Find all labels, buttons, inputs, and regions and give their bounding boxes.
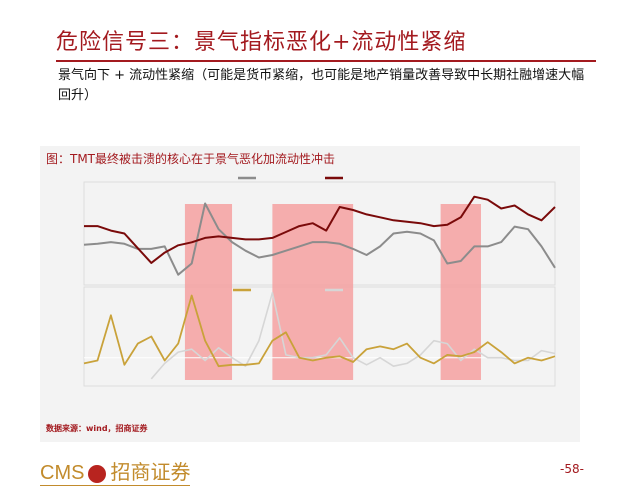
series-line-social-financing (83, 294, 556, 368)
logo-cn: 招商证券 (110, 462, 191, 484)
series-line-semiconductor (83, 202, 556, 276)
series-line-it-excess-return (84, 195, 556, 264)
shaded-period (440, 204, 481, 380)
logo-icon (88, 464, 107, 483)
page-number: -58- (560, 462, 584, 476)
title-divider (56, 60, 596, 62)
logo: CMS 招商证券 (40, 456, 191, 486)
shaded-period (184, 204, 233, 380)
logo-text: CMS (40, 462, 85, 484)
slide-subtitle: 景气向下 + 流动性紧缩（可能是货币紧缩，也可能是地产销量改善导致中长期社融增速… (58, 68, 585, 103)
source-note: 数据来源：wind，招商证券 (46, 424, 148, 433)
figure-title: 图：TMT最终被击溃的核心在于景气恶化加流动性冲击 (46, 152, 336, 166)
shaded-period (272, 204, 354, 380)
series-line-excess-liquidity (150, 291, 556, 380)
slide-title: 危险信号三：景气指标恶化+流动性紧缩 (56, 30, 467, 55)
